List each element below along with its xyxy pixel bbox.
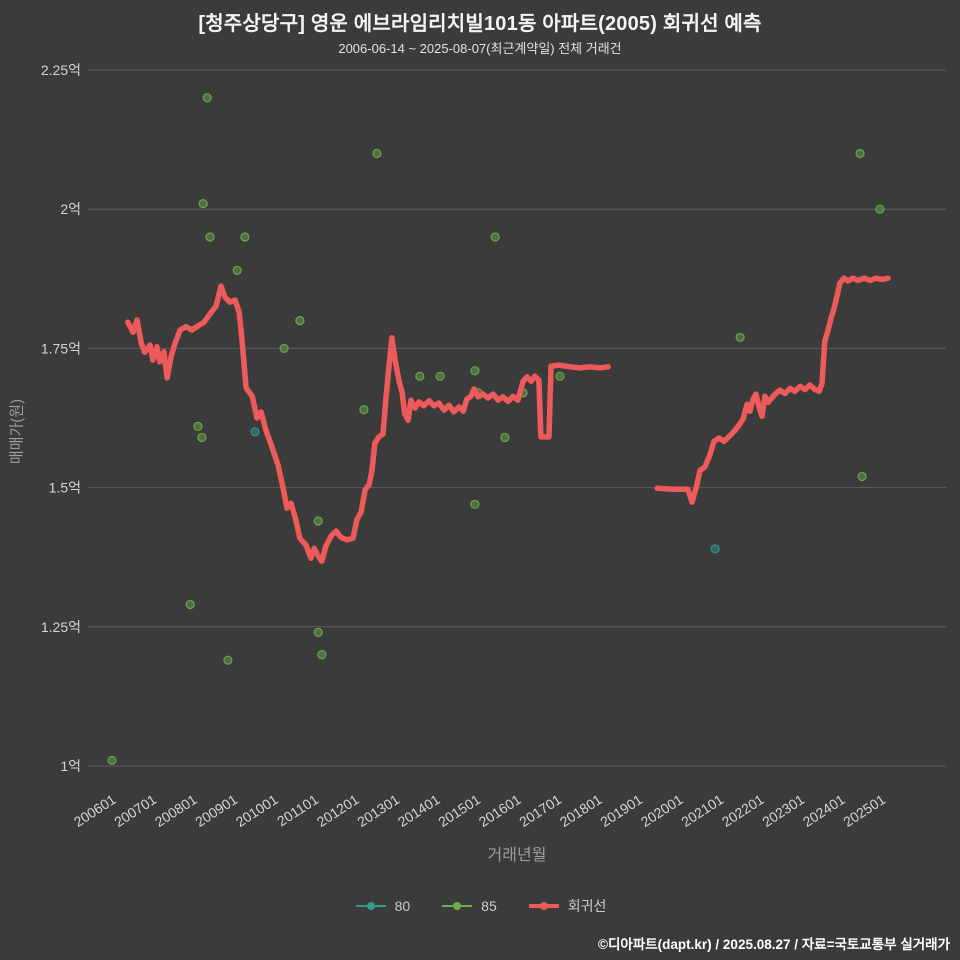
x-tick-label: 201501 bbox=[435, 791, 483, 830]
x-tick-label: 201301 bbox=[354, 791, 402, 830]
y-axis-label: 매매가(원) bbox=[8, 398, 26, 465]
x-tick-label: 200701 bbox=[111, 791, 159, 830]
data-point bbox=[857, 471, 867, 482]
x-tick-label: 201401 bbox=[395, 791, 443, 830]
legend-label-regression: 회귀선 bbox=[567, 898, 607, 914]
data-point bbox=[223, 655, 233, 665]
y-tick-label: 1.75억 bbox=[41, 340, 81, 356]
y-tick-label: 1.5억 bbox=[49, 480, 81, 496]
y-tick-label: 1억 bbox=[60, 758, 81, 774]
page-title: [청주상당구] 영운 에브라임리치빌101동 아파트(2005) 회귀선 예측 bbox=[198, 13, 762, 35]
data-point bbox=[372, 148, 382, 159]
legend-item-regression: 회귀선 bbox=[527, 896, 607, 916]
data-point bbox=[435, 371, 445, 381]
data-point bbox=[855, 148, 865, 159]
chart-legend: 80 85 회귀선 bbox=[0, 896, 960, 916]
data-point bbox=[555, 371, 565, 381]
data-point bbox=[313, 516, 323, 526]
data-point bbox=[470, 366, 480, 376]
x-tick-label: 202201 bbox=[719, 791, 767, 830]
scatter-series-85 bbox=[107, 93, 885, 766]
data-point bbox=[193, 421, 203, 431]
data-point bbox=[710, 544, 720, 554]
data-point bbox=[470, 499, 480, 509]
x-tick-label: 201101 bbox=[274, 791, 321, 829]
legend-label-80: 80 bbox=[394, 898, 411, 914]
data-point bbox=[202, 93, 212, 103]
data-point bbox=[250, 427, 260, 437]
x-tick-label: 201001 bbox=[233, 791, 281, 830]
data-point bbox=[359, 405, 369, 415]
chart-svg: 2.25억 2억 1.75억 1.5억 1.25억 1억 20060120070120080… bbox=[41, 62, 946, 830]
data-point bbox=[232, 265, 242, 275]
x-tick-label: 201201 bbox=[314, 791, 362, 830]
x-tick-label: 200901 bbox=[192, 791, 240, 830]
axes: 2.25억 2억 1.75억 1.5억 1.25억 1억 bbox=[41, 62, 946, 774]
legend-swatch-regression-icon bbox=[527, 900, 561, 912]
legend-item-85: 85 bbox=[440, 898, 497, 914]
page-subtitle: 2006-06-14 ~ 2025-08-07(최근계약일) 전체 거래건 bbox=[338, 41, 622, 56]
legend-item-80: 80 bbox=[354, 898, 411, 914]
regression-segment bbox=[654, 275, 891, 505]
data-point bbox=[500, 432, 510, 443]
data-point bbox=[185, 599, 195, 610]
data-point bbox=[197, 432, 207, 443]
data-point bbox=[295, 316, 305, 326]
legend-swatch-80-icon bbox=[354, 900, 388, 912]
scatter-series-80 bbox=[250, 427, 720, 554]
x-tick-label: 200801 bbox=[152, 791, 200, 830]
x-tick-label: 202501 bbox=[840, 791, 888, 830]
data-point bbox=[198, 199, 208, 209]
data-point bbox=[107, 755, 117, 766]
regression-line bbox=[125, 275, 891, 564]
x-tick-label: 200601 bbox=[71, 791, 119, 830]
data-point bbox=[735, 332, 745, 342]
x-axis-label: 거래년월 bbox=[487, 847, 547, 864]
data-point bbox=[415, 371, 425, 381]
data-point bbox=[205, 232, 215, 242]
x-tick-label: 201701 bbox=[516, 791, 564, 830]
x-tick-label: 201801 bbox=[557, 791, 605, 830]
x-tick-label: 201601 bbox=[476, 791, 524, 830]
data-point bbox=[279, 343, 289, 353]
y-tick-label: 2억 bbox=[60, 201, 81, 217]
data-point bbox=[240, 232, 250, 242]
x-tick-label: 202301 bbox=[759, 791, 807, 830]
data-point bbox=[875, 204, 885, 214]
x-tick-label: 202401 bbox=[800, 791, 848, 830]
x-tick-label: 201901 bbox=[597, 791, 645, 830]
y-tick-label: 1.25억 bbox=[41, 619, 81, 635]
data-point bbox=[313, 627, 323, 638]
regression-segment bbox=[125, 283, 611, 564]
legend-label-85: 85 bbox=[481, 898, 497, 914]
y-tick-label: 2.25억 bbox=[41, 62, 81, 78]
legend-swatch-85-icon bbox=[440, 900, 474, 912]
x-tick-label: 202101 bbox=[678, 791, 726, 830]
x-tick-label: 202001 bbox=[638, 791, 686, 830]
data-point bbox=[317, 649, 327, 660]
footer-credit: ©디아파트(dapt.kr) / 2025.08.27 / 자료=국토교통부 실… bbox=[598, 937, 950, 952]
data-point bbox=[490, 232, 500, 242]
